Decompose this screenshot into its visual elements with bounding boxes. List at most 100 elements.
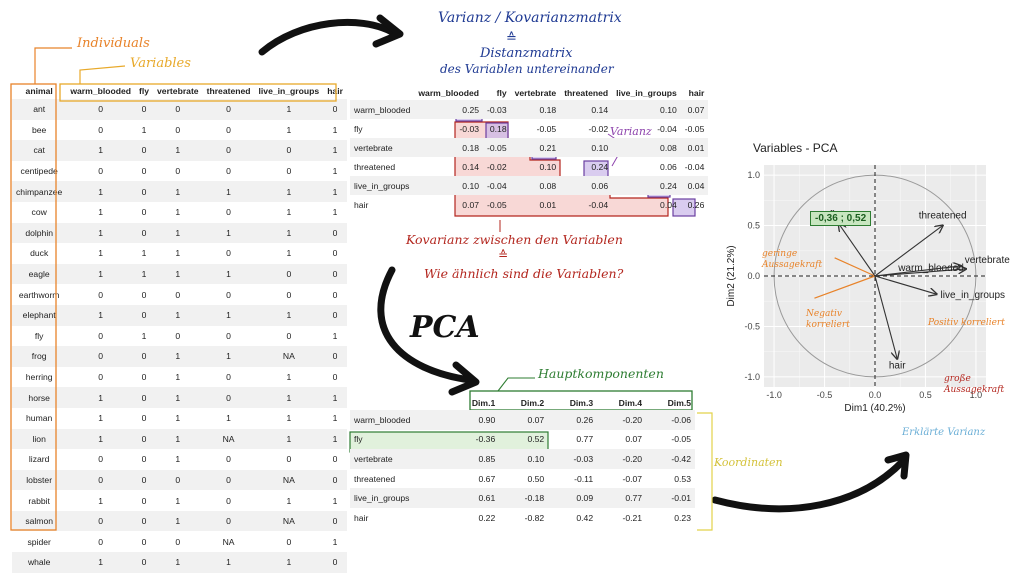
cov-cell: fly (354, 123, 363, 134)
animals-cell: 1 (66, 222, 135, 244)
cov-cell: -0.04 (657, 123, 677, 134)
animals-cell: 0 (135, 510, 154, 532)
animals-cell: 1 (153, 263, 203, 285)
animals-cell: 1 (323, 140, 347, 161)
label-negativ-korreliert: Negativ korreliert (806, 309, 850, 331)
animals-cell: 1 (135, 263, 154, 285)
coords-cell: 0.26 (548, 410, 598, 430)
coords-cell: 0.52 (527, 434, 545, 445)
animals-table: animal warm_blooded fly vertebrate threatene… (12, 83, 347, 573)
animals-cell: 0 (98, 124, 104, 135)
covariance-table: warm_blooded fly vertebrate threatened live_… (350, 86, 709, 215)
low-guide-line (834, 257, 876, 277)
animals-cell: 1 (175, 207, 181, 218)
animals-cell: 1 (332, 207, 338, 218)
coords-cell: 0.50 (527, 473, 545, 484)
animals-cell: 1 (153, 304, 203, 326)
coords-cell: 0.67 (478, 473, 496, 484)
coords-cell: warm_blooded (350, 410, 451, 430)
label-negativ-2: korreliert (806, 320, 850, 330)
animals-cell: 1 (286, 372, 292, 383)
cov-cell: vertebrate (350, 138, 415, 158)
animals-row: human 1 0 1 1 1 1 (12, 408, 347, 429)
coords-row: live_in_groups 0.61 -0.18 0.09 0.77 -0.01 (350, 488, 695, 508)
animals-cell: 0 (66, 469, 135, 491)
animals-cell: 0 (153, 99, 203, 120)
coords-cell: 0.10 (499, 449, 549, 469)
animals-cell: 0 (226, 330, 231, 341)
individuals-pointer (34, 47, 72, 84)
animals-cell: 0 (323, 263, 347, 285)
cov-row: live_in_groups 0.10 -0.04 0.08 0.06 0.24 0.04 (350, 176, 709, 196)
cov-cell: -0.05 (536, 123, 557, 134)
animals-cell: 0 (323, 99, 347, 120)
animals-cell: 0 (141, 372, 147, 383)
label-grosse-1: große (944, 374, 971, 384)
animals-cell: 1 (226, 413, 231, 424)
animals-cell: 1 (254, 552, 324, 573)
cov-cell: 0.14 (560, 100, 613, 120)
cov-cell: warm_blooded (350, 100, 415, 120)
cov-cell: 0.10 (539, 161, 557, 172)
cov-col-header: warm_blooded (418, 88, 480, 98)
animals-cell: 1 (254, 99, 324, 120)
vector-label-live_in_groups: live_in_groups (941, 290, 1006, 301)
cov-cell: -0.05 (487, 200, 507, 211)
coordinates-table: Dim.1 Dim.2 Dim.3 Dim.4 Dim.5 warm_blooded 0.… (350, 395, 695, 528)
animals-row: ant 0 0 0 0 1 0 (12, 99, 347, 120)
diag-box-6 (672, 198, 696, 217)
animals-cell: 1 (98, 207, 104, 218)
label-individuals: Individuals (77, 36, 150, 51)
animals-cell: NA (254, 346, 324, 367)
cov-col-header: live_in_groups (616, 88, 677, 98)
animals-cell: 0 (332, 454, 338, 465)
y-tick-label: 1.0 (747, 170, 760, 180)
animals-cell: 0 (135, 428, 154, 450)
cov-cell: 0.07 (462, 200, 480, 211)
animals-cell: frog (12, 346, 67, 367)
animals-cell: 0 (66, 510, 135, 532)
cov-cell: 0.18 (489, 123, 507, 134)
animals-cell: lizard (28, 454, 50, 465)
animals-cell: 1 (286, 495, 292, 506)
negative-guide-line (814, 275, 876, 299)
y-tick-label: 0.0 (747, 271, 760, 281)
y-axis-label: Dim2 (21.2%) (726, 245, 737, 306)
animals-cell: 1 (323, 387, 347, 408)
x-axis-label: Dim1 (40.2%) (844, 403, 905, 414)
coords-cell: -0.82 (524, 512, 545, 523)
animals-row: lion 1 0 1 NA 1 1 (12, 428, 347, 450)
animals-cell: cow (31, 207, 47, 218)
cov-header-row: warm_blooded fly vertebrate threatened live_… (350, 86, 708, 100)
animals-cell: horse (12, 387, 67, 408)
coords-cell: -0.11 (574, 473, 594, 484)
animals-cell: lion (12, 428, 67, 450)
cov-cell: 0.07 (680, 100, 709, 120)
animals-cell: 1 (254, 181, 324, 202)
animals-cell: 1 (286, 413, 292, 424)
coords-col-header: Dim.2 (520, 397, 545, 408)
animals-cell: 0 (135, 181, 154, 202)
vector-label-vertebrate: vertebrate (965, 255, 1010, 266)
label-geringe-aussagekraft: geringe Aussagekraft (762, 249, 822, 271)
label-dist-1: Distanzmatrix (480, 46, 573, 61)
animals-cell: 0 (175, 330, 181, 341)
animals-cell: 0 (202, 387, 255, 408)
coords-cell: fly (354, 434, 363, 445)
label-geringe-1: geringe (762, 249, 798, 259)
animals-cell: 0 (226, 289, 231, 300)
animals-cell: 0 (66, 346, 135, 367)
animals-cell: 0 (135, 304, 154, 326)
animals-cell: 1 (153, 552, 203, 573)
coords-row: threatened 0.67 0.50 -0.11 -0.07 0.53 (350, 469, 695, 489)
vector-label-threatened: threatened (919, 211, 967, 222)
animals-row: chimpanzee 1 0 1 1 1 1 (12, 181, 347, 202)
animals-cell: 1 (141, 248, 147, 259)
animals-cell: herring (25, 372, 53, 383)
animals-cell: 1 (141, 124, 147, 135)
coords-row: vertebrate 0.85 0.10 -0.03 -0.20 -0.42 (350, 449, 695, 469)
label-negativ-1: Negativ (806, 309, 842, 319)
animals-cell: 0 (286, 166, 292, 177)
animals-cell: NA (254, 469, 324, 491)
animals-cell: rabbit (28, 495, 50, 506)
